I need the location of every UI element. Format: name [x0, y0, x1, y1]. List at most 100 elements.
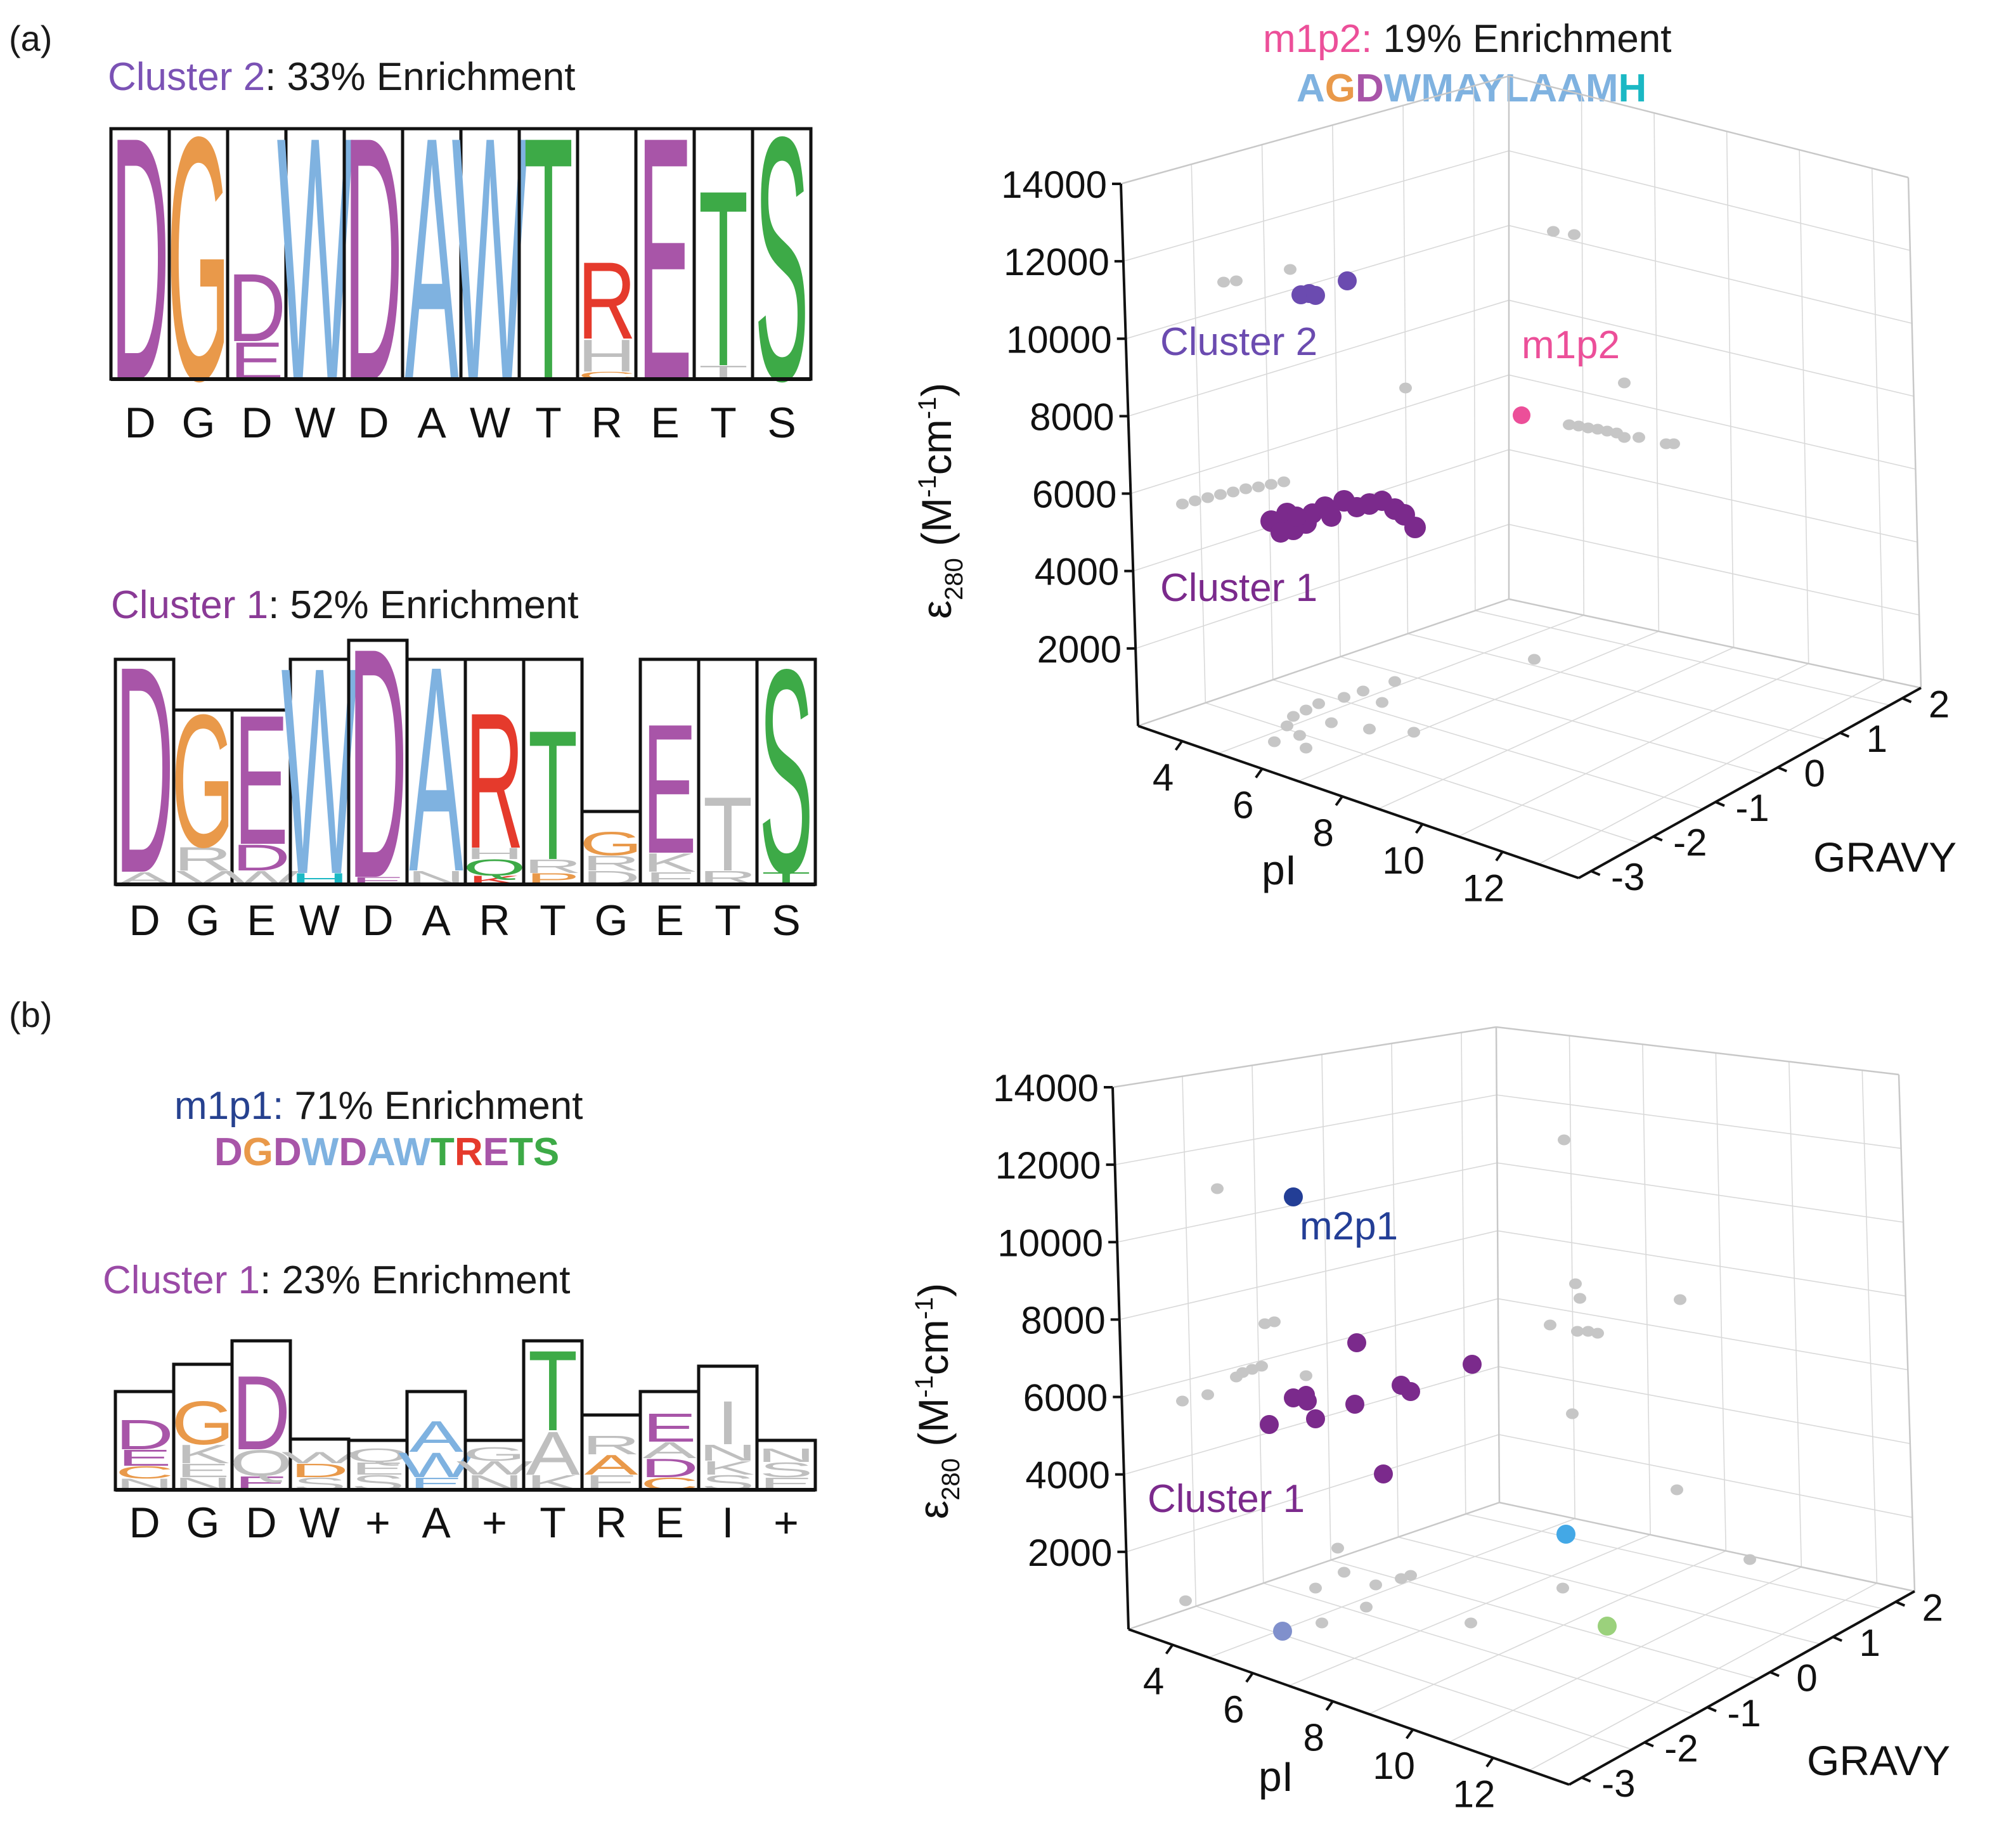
grid-line	[1130, 374, 1510, 494]
logo-letter: K	[176, 1440, 230, 1469]
logo-letter: A	[526, 1419, 580, 1489]
background-point	[1255, 1360, 1268, 1372]
y-axis-line	[1578, 687, 1922, 879]
z-tick-label: 4000	[1025, 1454, 1109, 1497]
logo-letter: E	[176, 1459, 230, 1481]
logo-letter: R	[582, 851, 640, 875]
logo-axis-label: +	[773, 1499, 799, 1547]
grid-line	[1568, 1035, 1575, 1519]
grid-line	[1208, 1518, 1575, 1658]
background-point	[1671, 1484, 1683, 1496]
grid-line	[1123, 150, 1510, 262]
grid-line	[1449, 1567, 1802, 1743]
x-tick	[1485, 1757, 1494, 1767]
x-axis-title: pI	[1262, 846, 1297, 893]
frame-edge	[1499, 1501, 1915, 1593]
background-point	[1667, 438, 1680, 449]
background-point	[1566, 1408, 1579, 1419]
background-point	[1325, 717, 1338, 728]
frame-edge	[1898, 1074, 1916, 1592]
panel-label-b: (b)	[9, 995, 52, 1035]
y-axis-title: GRAVY	[1813, 834, 1956, 881]
y-tick	[1707, 1706, 1717, 1712]
annotation-m1p2: m1p2	[1522, 323, 1620, 367]
logo-letter: W	[456, 1457, 533, 1478]
cluster1-point	[1345, 1395, 1364, 1414]
cluster1-point	[1306, 1409, 1325, 1428]
grid-line	[1182, 1076, 1197, 1606]
logo-letter: G	[171, 675, 234, 887]
grid-line	[1498, 1366, 1911, 1444]
y-axis-line	[1568, 1590, 1915, 1786]
logo-letter: T	[703, 776, 753, 893]
logo-axis-label: D	[241, 399, 272, 447]
background-point	[1582, 422, 1594, 434]
logo-cluster1-title-suffix: : 52% Enrichment	[268, 583, 578, 627]
frame-edge	[1508, 75, 1909, 179]
cluster2-point	[1338, 271, 1357, 290]
sequence-residue: G	[243, 1130, 273, 1174]
logo-b-cluster1-title: Cluster 1: 23% Enrichment	[103, 1258, 570, 1302]
sequence-residue: A	[1529, 67, 1557, 110]
grid-line	[1473, 86, 1476, 611]
grid-line	[1218, 614, 1584, 754]
y-tick	[1715, 801, 1725, 807]
sequence-residue: A	[367, 1130, 395, 1174]
background-point	[1363, 723, 1376, 735]
logo-axis-label: D	[129, 1499, 160, 1547]
grid-line	[1497, 1230, 1906, 1297]
y-tick	[1653, 835, 1663, 842]
m1p1-title-suffix: 71% Enrichment	[283, 1084, 583, 1128]
x-tick	[1174, 740, 1184, 751]
x-tick	[1245, 1672, 1254, 1683]
logo-letter: D	[115, 1411, 174, 1459]
grid-line	[1191, 164, 1206, 703]
logo-letter: E	[642, 685, 696, 892]
logo-axis-label: W	[299, 896, 340, 945]
logo-axis-label: A	[422, 896, 451, 945]
logo-axis-label: S	[772, 896, 800, 945]
m1p2-title-prefix: m1p2:	[1263, 17, 1372, 61]
grid-line	[1499, 1434, 1913, 1518]
sequence-residue: W	[1384, 67, 1421, 110]
background-point	[1528, 654, 1541, 665]
logo-axis-label: I	[722, 1499, 734, 1547]
logo-axis-label: T	[540, 896, 566, 945]
logo-letter: W	[398, 1445, 475, 1485]
x-tick-label: 8	[1303, 1717, 1324, 1759]
background-point	[1601, 425, 1614, 437]
annotation-cluster2: Cluster 2	[1160, 320, 1317, 364]
logo-letter: D	[640, 1454, 699, 1483]
logo-letter: W	[281, 607, 359, 936]
logo-letter: A	[404, 65, 459, 453]
x-tick-label: 6	[1223, 1688, 1244, 1731]
x-tick	[1325, 1700, 1334, 1711]
background-point	[1338, 692, 1350, 703]
logo-axis-label: +	[365, 1499, 391, 1547]
y-tick-label: -3	[1601, 1762, 1635, 1805]
grid-line	[1529, 1582, 1877, 1771]
background-point	[1268, 1316, 1281, 1328]
grid-line	[1196, 1605, 1633, 1750]
highlight-point	[1297, 1386, 1315, 1404]
y-tick	[1644, 1741, 1654, 1748]
logo-letter: G	[579, 825, 642, 862]
logo-axis-label: G	[186, 896, 220, 945]
grid-line	[1135, 524, 1510, 649]
grid-line	[1122, 1298, 1499, 1398]
background-point	[1265, 479, 1277, 490]
logo-axis-label: W	[299, 1499, 340, 1547]
grid-line	[1788, 1061, 1802, 1567]
logo-axis-label: S	[767, 399, 796, 447]
grid-line	[1475, 610, 1891, 706]
logo-axis-label: T	[715, 896, 741, 945]
background-point	[1281, 720, 1293, 732]
background-point	[1312, 698, 1325, 709]
highlight-point	[1321, 507, 1342, 527]
z-axis-title: ε280 (M-1cm-1)	[910, 1283, 965, 1520]
frame-edge	[1508, 598, 1922, 689]
logo-letter: E	[351, 1459, 404, 1478]
background-point	[1176, 498, 1189, 510]
logo-letter: Q	[463, 855, 526, 880]
